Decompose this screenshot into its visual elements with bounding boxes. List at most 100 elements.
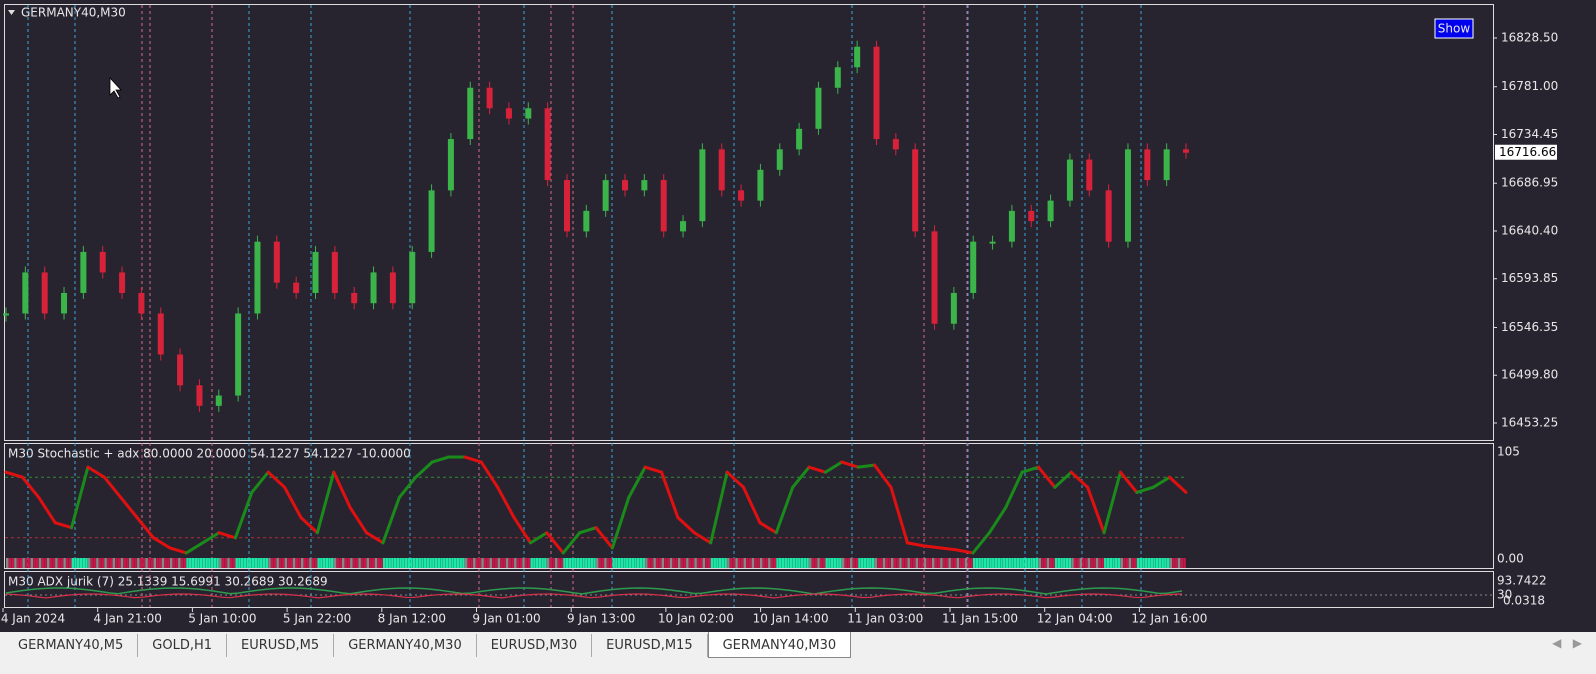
chart-tab[interactable]: GERMANY40,M30 xyxy=(334,634,477,657)
trend-bar xyxy=(850,558,853,568)
trend-bar xyxy=(380,558,383,568)
trend-bar xyxy=(746,558,749,568)
chart-tab[interactable]: EURUSD,M5 xyxy=(227,634,335,657)
trend-bar xyxy=(131,558,135,568)
trend-bar xyxy=(716,558,719,568)
trend-bar xyxy=(691,558,695,568)
trend-bar xyxy=(552,558,555,568)
trend-bar xyxy=(514,558,517,568)
show-button-label[interactable]: Show xyxy=(1438,22,1471,36)
candle-body xyxy=(622,180,629,191)
stochastic-segment xyxy=(315,470,336,535)
trend-bar xyxy=(1046,558,1050,568)
trend-bar xyxy=(1112,558,1115,568)
trend-bar xyxy=(1054,558,1058,568)
stochastic-segment xyxy=(201,531,221,545)
trend-bar xyxy=(1177,558,1181,568)
candle-body xyxy=(989,241,996,244)
trend-bar xyxy=(1164,558,1167,568)
trend-bar xyxy=(314,558,318,568)
trend-bar xyxy=(915,558,919,568)
trend-bar xyxy=(527,558,531,568)
chart-tab[interactable]: EURUSD,M15 xyxy=(592,634,708,657)
candle-body xyxy=(351,292,358,304)
trend-bar xyxy=(803,558,807,568)
trend-bar xyxy=(178,558,181,568)
trend-bar xyxy=(63,558,66,568)
trend-bar xyxy=(1166,558,1170,568)
trend-bar xyxy=(161,558,165,568)
candle-body xyxy=(22,272,29,314)
candle-body xyxy=(177,354,184,386)
trend-bar xyxy=(773,558,777,568)
trend-bar xyxy=(355,558,359,568)
trend-bar xyxy=(729,558,733,568)
trend-bar xyxy=(1024,558,1028,568)
trend-bar xyxy=(93,558,96,568)
trend-bar xyxy=(631,558,635,568)
trend-bar xyxy=(1117,558,1121,568)
trend-bar xyxy=(1128,558,1132,568)
stochastic-segment xyxy=(381,495,401,545)
trend-bar xyxy=(1063,558,1066,568)
trend-bar xyxy=(1038,558,1041,568)
trend-bar xyxy=(279,558,282,568)
adx-label: M30 ADX jurik (7) 25.1339 15.6991 30.268… xyxy=(8,575,328,589)
trend-bar xyxy=(492,558,495,568)
trend-bar xyxy=(369,558,372,568)
trend-bar xyxy=(473,558,476,568)
trend-bar xyxy=(929,558,932,568)
candle-body xyxy=(1028,210,1035,222)
trend-bar xyxy=(303,558,307,568)
chart-tab[interactable]: GERMANY40,M30 xyxy=(707,632,852,658)
collapse-arrow[interactable] xyxy=(8,10,15,15)
tab-scroll[interactable]: ◀ ▶ xyxy=(1552,636,1582,650)
stochastic-segment xyxy=(758,521,778,535)
chart-tab[interactable]: GERMANY40,M5 xyxy=(4,634,139,657)
trend-bar xyxy=(538,558,542,568)
stochastic-segment xyxy=(414,460,434,479)
trend-bar xyxy=(372,558,375,568)
trend-bar xyxy=(246,558,249,568)
trend-bar xyxy=(49,558,53,568)
stochastic-pane xyxy=(4,443,1494,569)
trend-bar xyxy=(809,558,812,568)
trend-bar xyxy=(1079,558,1082,568)
trend-bar xyxy=(432,558,435,568)
trend-bar xyxy=(1084,558,1088,568)
trend-bar xyxy=(697,558,700,568)
trend-bar xyxy=(710,558,714,568)
trend-bar xyxy=(298,558,301,568)
stochastic-segment xyxy=(905,541,926,548)
trend-bar xyxy=(175,558,178,568)
show-button[interactable] xyxy=(1434,18,1474,39)
trend-bar xyxy=(694,558,697,568)
trend-bar xyxy=(82,558,85,568)
chart-tab[interactable]: EURUSD,M30 xyxy=(477,634,593,657)
trend-bar xyxy=(565,558,569,568)
candle-body xyxy=(1086,159,1093,191)
trend-bar xyxy=(339,558,342,568)
stochastic-segment xyxy=(1102,470,1122,535)
trend-bar xyxy=(153,558,156,568)
trend-bar xyxy=(71,558,75,568)
time-tick-label: 11 Jan 15:00 xyxy=(942,612,1018,626)
trend-bar xyxy=(262,558,266,568)
stochastic-segment xyxy=(938,546,959,552)
trend-bar xyxy=(989,558,992,568)
trend-bar xyxy=(1011,558,1014,568)
trend-bar xyxy=(891,558,894,568)
trend-bar xyxy=(423,558,427,568)
candle-body xyxy=(970,241,977,293)
trend-bar xyxy=(877,558,880,568)
trend-bar xyxy=(792,558,796,568)
trend-bar xyxy=(874,558,878,568)
candle-body xyxy=(41,272,48,314)
stochastic-segment xyxy=(184,541,205,555)
candle-body xyxy=(99,251,106,273)
trend-bar xyxy=(901,558,905,568)
chart-tab[interactable]: GOLD,H1 xyxy=(138,634,228,657)
trend-bar xyxy=(251,558,255,568)
trend-bar xyxy=(910,558,913,568)
trend-bar xyxy=(475,558,479,568)
